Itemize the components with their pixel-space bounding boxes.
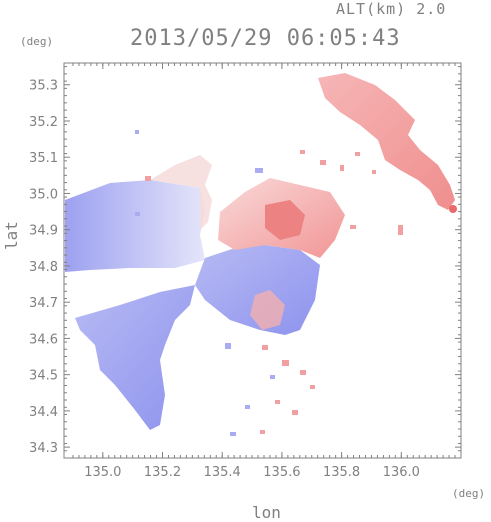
y-axis-unit: (deg) [20,35,54,48]
x-axis-unit: (deg) [452,487,486,500]
echo-region-central-blue [195,245,320,335]
x-tick-label: 135.2 [144,465,181,480]
x-tick-label: 135.4 [204,465,241,480]
y-tick-label: 34.4 [29,405,58,420]
echo-region-red-core [265,200,305,240]
timestamp-title: 2013/05/29 06:05:43 [130,26,401,51]
echo-scatter-blue [135,130,275,436]
y-tick-label: 35.3 [29,79,58,94]
y-tick-label: 34.8 [29,260,58,275]
y-tick-label: 35.1 [29,151,58,166]
y-tick-label: 34.7 [29,296,58,311]
radar-echo-layer [65,73,457,436]
altitude-label: ALT(km) 2.0 [336,0,447,18]
echo-region-north-pale [150,155,212,230]
echo-region-mixed-south [250,290,285,330]
y-tick-label: 35.0 [29,187,58,202]
echo-scatter [145,150,403,434]
y-tick-label: 34.5 [29,369,58,384]
x-axis-label: lon [252,503,281,522]
x-tick-label: 136.0 [383,465,420,480]
y-tick-label: 34.6 [29,332,58,347]
echo-region-northeast-red [318,73,455,210]
y-tick-label: 35.2 [29,115,58,130]
echo-region-west-blue [65,180,205,272]
axis-ticks: 34.3 34.4 34.5 34.6 34.7 34.8 34.9 35.0 35.1 35.2… [29,63,461,480]
y-tick-label: 34.3 [29,441,58,456]
x-tick-label: 135.8 [323,465,360,480]
x-tick-label: 135.6 [263,465,300,480]
y-tick-label: 34.9 [29,224,58,239]
echo-region-southwest-blue [75,285,195,430]
plot-frame [63,62,462,459]
x-tick-label: 135.0 [84,465,121,480]
